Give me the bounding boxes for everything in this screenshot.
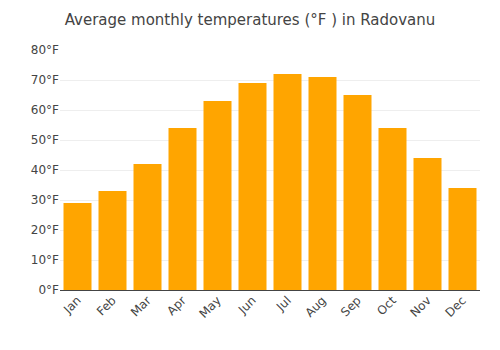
svg-text:70°F: 70°F: [31, 73, 59, 87]
svg-text:40°F: 40°F: [31, 163, 59, 177]
svg-text:Feb: Feb: [94, 293, 119, 318]
svg-text:Jan: Jan: [60, 293, 84, 317]
svg-text:Jun: Jun: [235, 293, 259, 317]
svg-text:30°F: 30°F: [31, 193, 59, 207]
svg-text:Oct: Oct: [374, 293, 399, 318]
svg-text:Sep: Sep: [338, 293, 364, 319]
svg-text:Average monthly temperatures (: Average monthly temperatures (°F ) in Ra…: [65, 11, 436, 29]
svg-text:Mar: Mar: [128, 293, 154, 319]
svg-text:Apr: Apr: [164, 293, 189, 318]
svg-text:50°F: 50°F: [31, 133, 59, 147]
svg-text:80°F: 80°F: [31, 43, 59, 57]
svg-text:Dec: Dec: [443, 293, 469, 319]
svg-text:10°F: 10°F: [31, 253, 59, 267]
svg-text:Jul: Jul: [273, 293, 294, 314]
svg-text:May: May: [196, 293, 223, 320]
svg-text:0°F: 0°F: [38, 283, 59, 297]
svg-text:Nov: Nov: [407, 293, 433, 319]
svg-text:60°F: 60°F: [31, 103, 59, 117]
svg-text:Aug: Aug: [302, 293, 328, 319]
svg-text:20°F: 20°F: [31, 223, 59, 237]
